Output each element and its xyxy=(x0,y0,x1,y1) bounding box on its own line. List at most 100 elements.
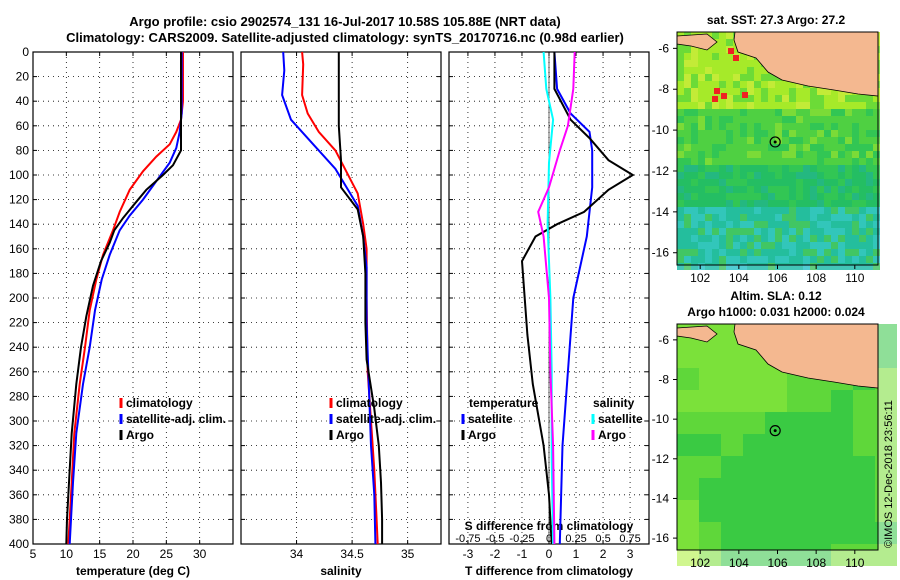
map-pixel xyxy=(698,88,705,95)
salinity-panel: 34 34.5 35 salinity climatology satellite-adj… xyxy=(240,51,442,578)
map-pixel xyxy=(824,144,831,151)
x2-tick-label: -0.75 xyxy=(455,533,480,545)
map-pixel xyxy=(684,109,691,116)
map-pixel xyxy=(803,228,810,235)
x-tick-label: 35 xyxy=(401,547,415,561)
map-pixel xyxy=(747,256,754,263)
map-pixel xyxy=(698,151,705,158)
map-pixel xyxy=(761,67,768,74)
map-pixel xyxy=(719,221,726,228)
map-pixel xyxy=(875,456,897,478)
map-pixel xyxy=(824,116,831,123)
x2-tick-label: -0.5 xyxy=(485,533,504,545)
map-pixel xyxy=(852,109,859,116)
map-pixel xyxy=(845,102,852,109)
map-pixel xyxy=(809,478,831,500)
map-pixel xyxy=(875,346,897,368)
map-pixel xyxy=(845,186,852,193)
map-pixel xyxy=(747,88,754,95)
map-pixel xyxy=(824,235,831,242)
map-pixel xyxy=(831,137,838,144)
x-tick-label: 25 xyxy=(160,547,174,561)
map-pixel xyxy=(789,165,796,172)
map-pixel xyxy=(768,256,775,263)
map-pixel xyxy=(789,242,796,249)
map-pixel xyxy=(761,102,768,109)
map-pixel xyxy=(831,235,838,242)
map-pixel xyxy=(838,214,845,221)
map-pixel xyxy=(754,200,761,207)
map-pixel xyxy=(831,165,838,172)
y-tick-label: 220 xyxy=(9,316,29,330)
map-pixel xyxy=(810,144,817,151)
map-pixel xyxy=(824,158,831,165)
map-pixel xyxy=(775,263,782,270)
difference-panel: -3 -2 -1 0 1 2 3 T difference from climatology S… xyxy=(448,51,650,578)
map-pixel xyxy=(677,263,684,270)
map-pixel xyxy=(705,221,712,228)
map-pixel xyxy=(817,102,824,109)
y-tick-label: 20 xyxy=(16,70,30,84)
map-pixel xyxy=(768,81,775,88)
map-pixel xyxy=(765,478,787,500)
map-pixel xyxy=(740,109,747,116)
map-pixel xyxy=(765,500,787,522)
map-pixel xyxy=(684,263,691,270)
map-pixel xyxy=(691,109,698,116)
map-pixel xyxy=(782,207,789,214)
map-pixel xyxy=(719,123,726,130)
map-pixel xyxy=(796,95,803,102)
map-pixel xyxy=(721,456,743,478)
map-pixel xyxy=(838,95,845,102)
map-pixel xyxy=(705,46,712,53)
map-pixel xyxy=(754,249,761,256)
map-y-tick-label: -16 xyxy=(652,246,670,260)
map-pixel xyxy=(824,172,831,179)
map-pixel xyxy=(743,412,765,434)
map-pixel xyxy=(705,95,712,102)
map-pixel xyxy=(824,130,831,137)
map-pixel xyxy=(852,151,859,158)
map-pixel xyxy=(733,172,740,179)
map-pixel xyxy=(677,235,684,242)
map-pixel xyxy=(705,116,712,123)
map-pixel xyxy=(684,74,691,81)
map-pixel xyxy=(743,478,765,500)
map-pixel xyxy=(845,207,852,214)
map-pixel xyxy=(852,228,859,235)
map-pixel xyxy=(775,81,782,88)
map-pixel xyxy=(782,193,789,200)
map-pixel xyxy=(810,137,817,144)
map-pixel xyxy=(775,165,782,172)
map-pixel xyxy=(747,151,754,158)
map-pixel xyxy=(838,123,845,130)
map-pixel xyxy=(810,102,817,109)
map-pixel xyxy=(754,221,761,228)
map-pixel xyxy=(726,242,733,249)
map-pixel xyxy=(677,144,684,151)
map-pixel xyxy=(782,158,789,165)
map-pixel xyxy=(677,186,684,193)
map-pixel xyxy=(733,158,740,165)
map-pixel xyxy=(691,235,698,242)
map-pixel xyxy=(719,60,726,67)
map-pixel xyxy=(705,165,712,172)
map-pixel xyxy=(726,95,733,102)
map-pixel xyxy=(726,165,733,172)
map-pixel xyxy=(740,151,747,158)
map-pixel xyxy=(831,207,838,214)
map-pixel xyxy=(803,200,810,207)
map-pixel xyxy=(775,235,782,242)
map-pixel xyxy=(831,130,838,137)
y-tick-label: 120 xyxy=(9,193,29,207)
y-tick-label: 100 xyxy=(9,168,29,182)
map-pixel xyxy=(740,214,747,221)
map-pixel xyxy=(712,123,719,130)
map-pixel xyxy=(803,242,810,249)
series-line xyxy=(67,52,184,545)
x-tick-label: 5 xyxy=(30,547,37,561)
map-pixel xyxy=(852,200,859,207)
map-pixel xyxy=(684,214,691,221)
map-pixel xyxy=(782,88,789,95)
map-pixel xyxy=(699,522,721,544)
